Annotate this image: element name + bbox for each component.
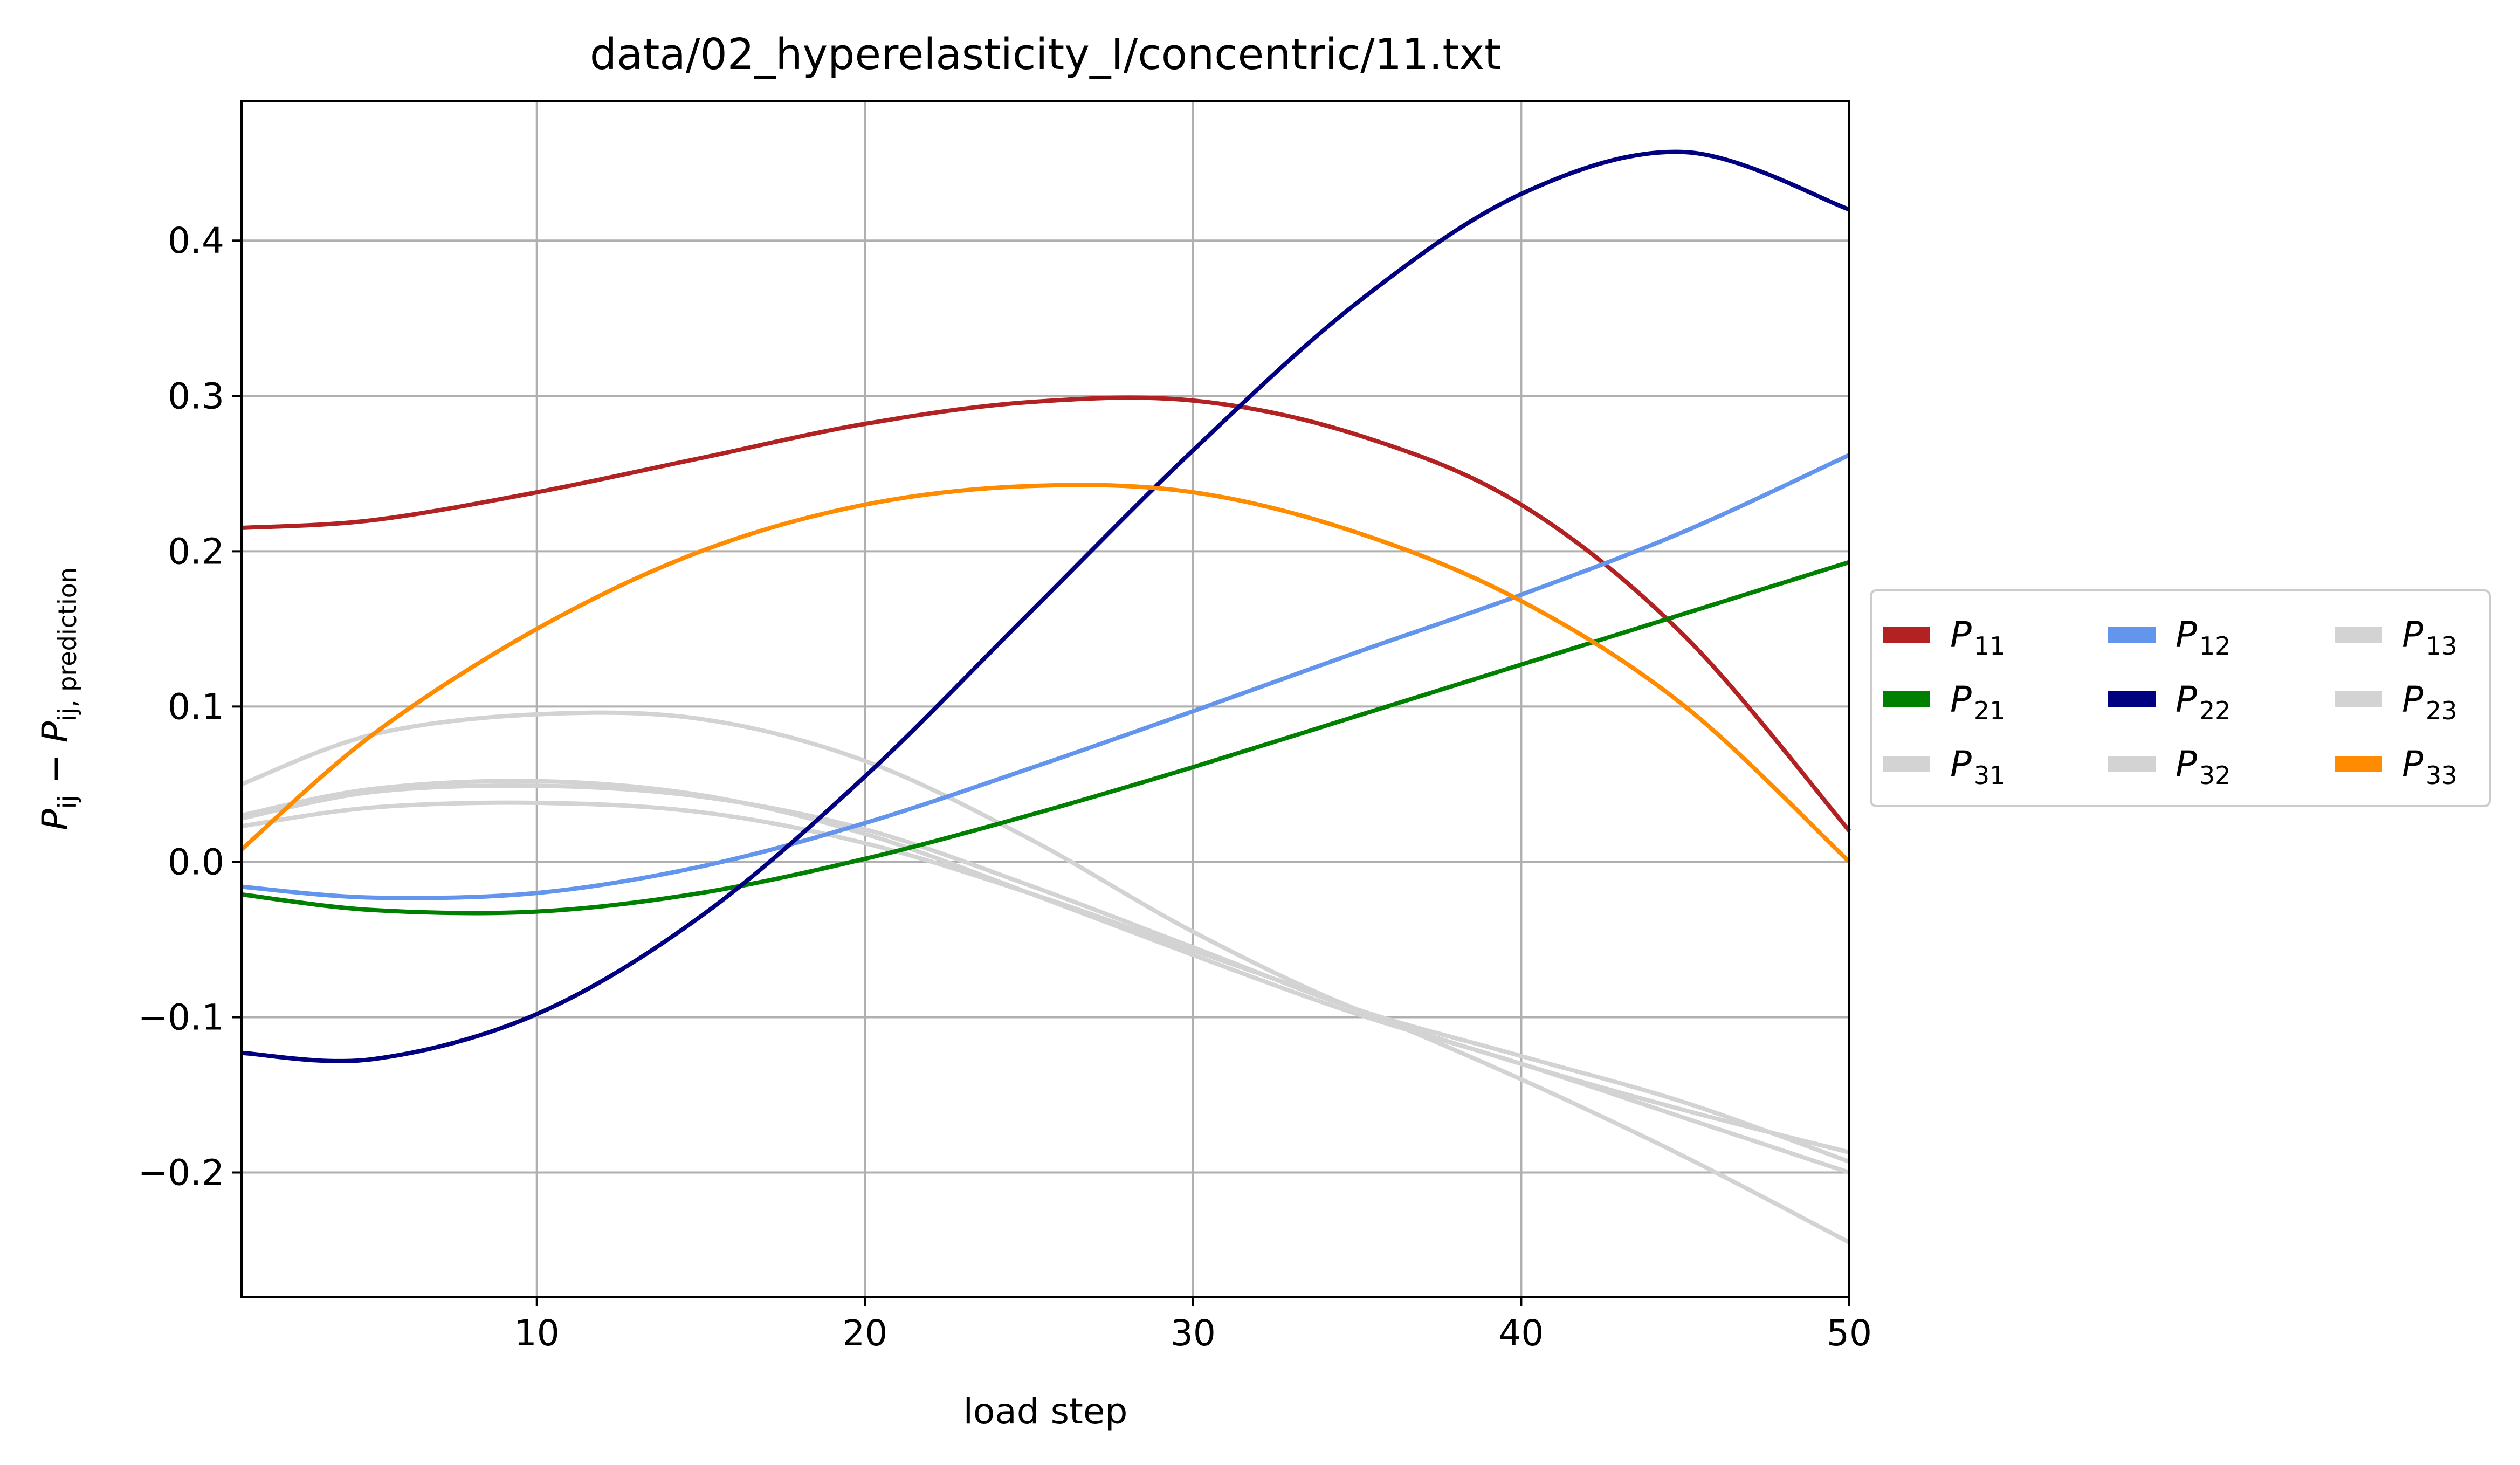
series-line-P33 xyxy=(240,483,1851,864)
y-axis-title-base2: P xyxy=(35,721,76,742)
y-axis-title-sub2: ij, prediction xyxy=(53,567,82,721)
y-tick-label: 0.1 xyxy=(168,686,224,727)
legend-label-P22: P22 xyxy=(2175,679,2230,725)
legend-swatch-P31 xyxy=(1883,756,1930,772)
series-line-P22 xyxy=(241,149,1850,1063)
y-axis-title: Pij − Pij, prediction xyxy=(35,567,82,830)
x-tick-label: 30 xyxy=(1171,1312,1216,1354)
legend-swatch-P13 xyxy=(2335,627,2382,643)
chart-title: data/02_hyperelasticity_I/concentric/11.… xyxy=(590,30,1501,79)
y-axis-title-minus: − xyxy=(35,742,76,795)
legend-label-P21: P21 xyxy=(1950,679,2005,725)
legend-label-P31: P31 xyxy=(1950,744,2005,790)
x-tick-label: 10 xyxy=(514,1312,560,1354)
legend-box xyxy=(1870,589,2491,807)
x-tick-label: 20 xyxy=(842,1312,887,1354)
legend-label-P13: P13 xyxy=(2402,614,2457,661)
series-line-P32 xyxy=(241,779,1850,1175)
plot-frame xyxy=(240,100,1850,1298)
legend-swatch-P21 xyxy=(1883,691,1930,707)
y-axis-title-base: P xyxy=(35,809,76,830)
series-lines xyxy=(240,149,1851,1244)
legend-swatch-P12 xyxy=(2108,627,2156,643)
legend: P11 P21 P31 P12 P22 P32 P13 P23 P33 xyxy=(1870,589,2491,807)
x-tick-label: 40 xyxy=(1498,1312,1544,1354)
x-tick-label: 50 xyxy=(1827,1312,1872,1354)
legend-label-P33: P33 xyxy=(2402,744,2457,790)
y-tick-label: 0.2 xyxy=(168,531,224,572)
y-tick-label: 0.0 xyxy=(168,841,224,883)
series-line-P12 xyxy=(241,453,1850,900)
legend-swatch-P32 xyxy=(2108,756,2156,772)
y-tick-label: 0.3 xyxy=(168,375,224,417)
axis-ticks: 10 20 30 40 50 −0.2 −0.1 0.0 0.1 0.2 0.3 0.4 xyxy=(138,220,1872,1354)
legend-label-P12: P12 xyxy=(2175,614,2230,661)
legend-swatch-P22 xyxy=(2108,691,2156,707)
legend-swatch-P23 xyxy=(2335,691,2382,707)
legend-swatch-P11 xyxy=(1883,627,1930,643)
series-line-P21 xyxy=(241,560,1850,916)
legend-label-P11: P11 xyxy=(1950,614,2005,661)
y-tick-label: −0.2 xyxy=(138,1152,224,1194)
legend-label-P23: P23 xyxy=(2402,679,2457,725)
series-line-P31 xyxy=(240,710,1850,1154)
y-tick-label: 0.4 xyxy=(168,220,224,262)
y-tick-label: −0.1 xyxy=(138,997,224,1038)
series-line-P13 xyxy=(241,800,1850,1244)
legend-swatch-P33 xyxy=(2335,756,2382,772)
y-axis-title-sub1: ij xyxy=(53,795,82,809)
x-axis-title: load step xyxy=(963,1391,1128,1432)
legend-label-P32: P32 xyxy=(2175,744,2230,790)
series-line-P23 xyxy=(241,783,1850,1164)
series-line-P11 xyxy=(241,395,1851,833)
